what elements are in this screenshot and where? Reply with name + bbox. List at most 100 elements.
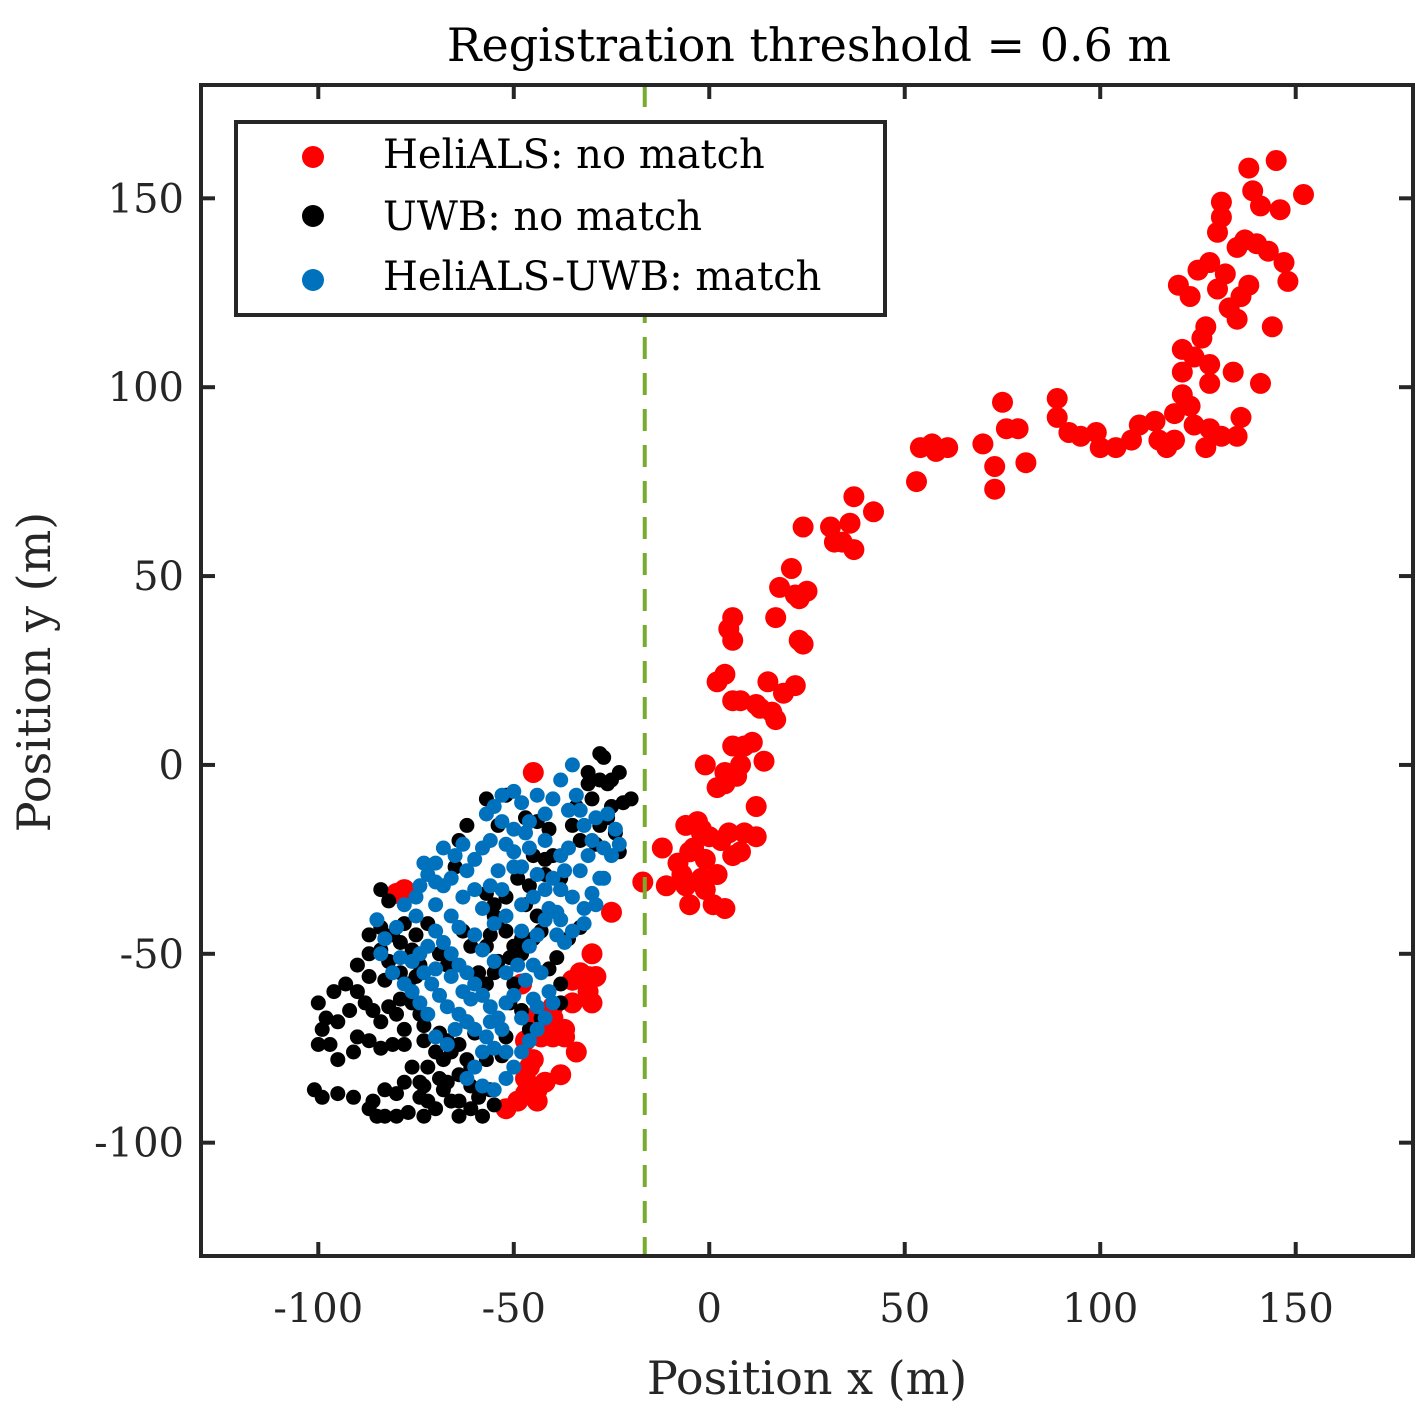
data-point-uwb: [416, 1078, 432, 1094]
data-point-match: [498, 1044, 514, 1060]
data-point-uwb: [498, 923, 514, 939]
data-point-match: [498, 908, 514, 924]
data-point-uwb: [310, 1037, 326, 1052]
data-point-match: [611, 836, 627, 852]
data-point-match: [408, 908, 424, 924]
data-point-heliALS: [1148, 429, 1170, 451]
data-point-heliALS: [675, 875, 697, 897]
data-point-heliALS: [909, 437, 931, 459]
data-point-match: [521, 938, 537, 954]
data-point-uwb: [471, 965, 487, 981]
data-point-heliALS: [581, 943, 603, 965]
data-point-heliALS: [1046, 388, 1068, 409]
data-point-uwb: [451, 1037, 467, 1052]
data-point-uwb: [400, 1105, 416, 1120]
data-point-match: [447, 848, 463, 864]
data-point-match: [424, 976, 440, 992]
data-point-match: [537, 882, 553, 898]
data-point-heliALS: [843, 486, 865, 508]
legend-box: [234, 120, 887, 317]
x-axis-title: Position x (m): [647, 1351, 967, 1405]
data-point-match: [412, 995, 428, 1011]
data-point-match: [553, 882, 569, 898]
data-point-heliALS: [1230, 406, 1252, 428]
data-point-heliALS: [1199, 354, 1221, 375]
data-point-uwb: [541, 821, 557, 837]
data-point-uwb: [373, 1014, 389, 1030]
data-point-heliALS: [843, 539, 865, 561]
data-point-uwb: [346, 1089, 361, 1105]
data-point-uwb: [439, 1074, 455, 1090]
data-point-match: [455, 889, 471, 905]
data-point-match: [514, 923, 530, 939]
data-point-match: [576, 817, 592, 833]
data-point-uwb: [572, 833, 588, 848]
data-point-match: [416, 965, 432, 981]
data-point-match: [486, 1082, 502, 1098]
data-point-uwb: [377, 1082, 393, 1098]
data-point-match: [486, 1040, 502, 1056]
data-point-uwb: [396, 1074, 412, 1090]
data-point-uwb: [463, 938, 479, 954]
data-point-heliALS: [1230, 286, 1252, 307]
data-point-heliALS: [1250, 195, 1271, 217]
data-point-uwb: [521, 878, 537, 894]
data-point-match: [576, 901, 592, 916]
data-point-heliALS: [714, 773, 736, 795]
y-tick-label: -50: [120, 932, 184, 978]
data-point-match: [435, 878, 451, 894]
data-point-uwb: [596, 749, 612, 765]
data-point-match: [475, 987, 490, 1003]
data-point-match: [545, 791, 561, 807]
data-point-match: [447, 1021, 463, 1037]
data-point-match: [596, 870, 612, 886]
data-point-match: [506, 821, 522, 837]
data-point-uwb: [385, 1037, 401, 1052]
data-point-match: [494, 882, 510, 898]
data-point-match: [459, 863, 475, 879]
data-point-heliALS: [1210, 425, 1232, 447]
data-point-heliALS: [780, 558, 802, 579]
data-point-heliALS: [1207, 278, 1228, 300]
data-point-match: [580, 848, 596, 864]
data-point-uwb: [600, 776, 616, 792]
data-point-match: [455, 984, 471, 1000]
data-point-match: [455, 836, 471, 852]
data-point-match: [439, 1037, 455, 1052]
data-point-match: [498, 965, 514, 981]
data-point-heliALS: [706, 864, 728, 885]
data-point-heliALS: [745, 826, 767, 848]
data-point-uwb: [463, 1101, 479, 1117]
data-point-match: [428, 961, 444, 977]
legend: HeliALS: no match UWB: no match HeliALS-…: [234, 120, 887, 317]
data-point-match: [494, 814, 510, 830]
data-point-uwb: [416, 1108, 432, 1124]
data-point-heliALS: [1222, 361, 1244, 383]
data-point-heliALS: [745, 694, 767, 715]
data-point-match: [467, 1059, 483, 1075]
data-point-match: [506, 783, 522, 799]
data-point-match: [514, 859, 530, 875]
data-point-match: [514, 1010, 530, 1026]
data-point-heliALS: [581, 992, 603, 1014]
data-point-match: [494, 787, 510, 803]
data-point-match: [385, 965, 401, 981]
data-point-uwb: [349, 984, 365, 1000]
data-point-match: [467, 927, 483, 943]
data-point-heliALS: [522, 762, 544, 783]
data-point-match: [475, 901, 490, 916]
data-point-heliALS: [679, 894, 701, 916]
data-point-uwb: [416, 1018, 432, 1034]
data-point-match: [475, 942, 490, 958]
data-point-uwb: [361, 1033, 377, 1049]
data-point-uwb: [346, 1044, 361, 1060]
data-point-match: [428, 897, 444, 913]
data-point-heliALS: [1273, 252, 1295, 273]
x-tick-label: -50: [482, 1286, 546, 1332]
data-point-match: [369, 912, 385, 928]
data-point-heliALS: [773, 682, 794, 704]
data-point-heliALS: [1257, 240, 1279, 262]
data-point-uwb: [342, 1003, 358, 1018]
data-point-match: [439, 999, 455, 1015]
